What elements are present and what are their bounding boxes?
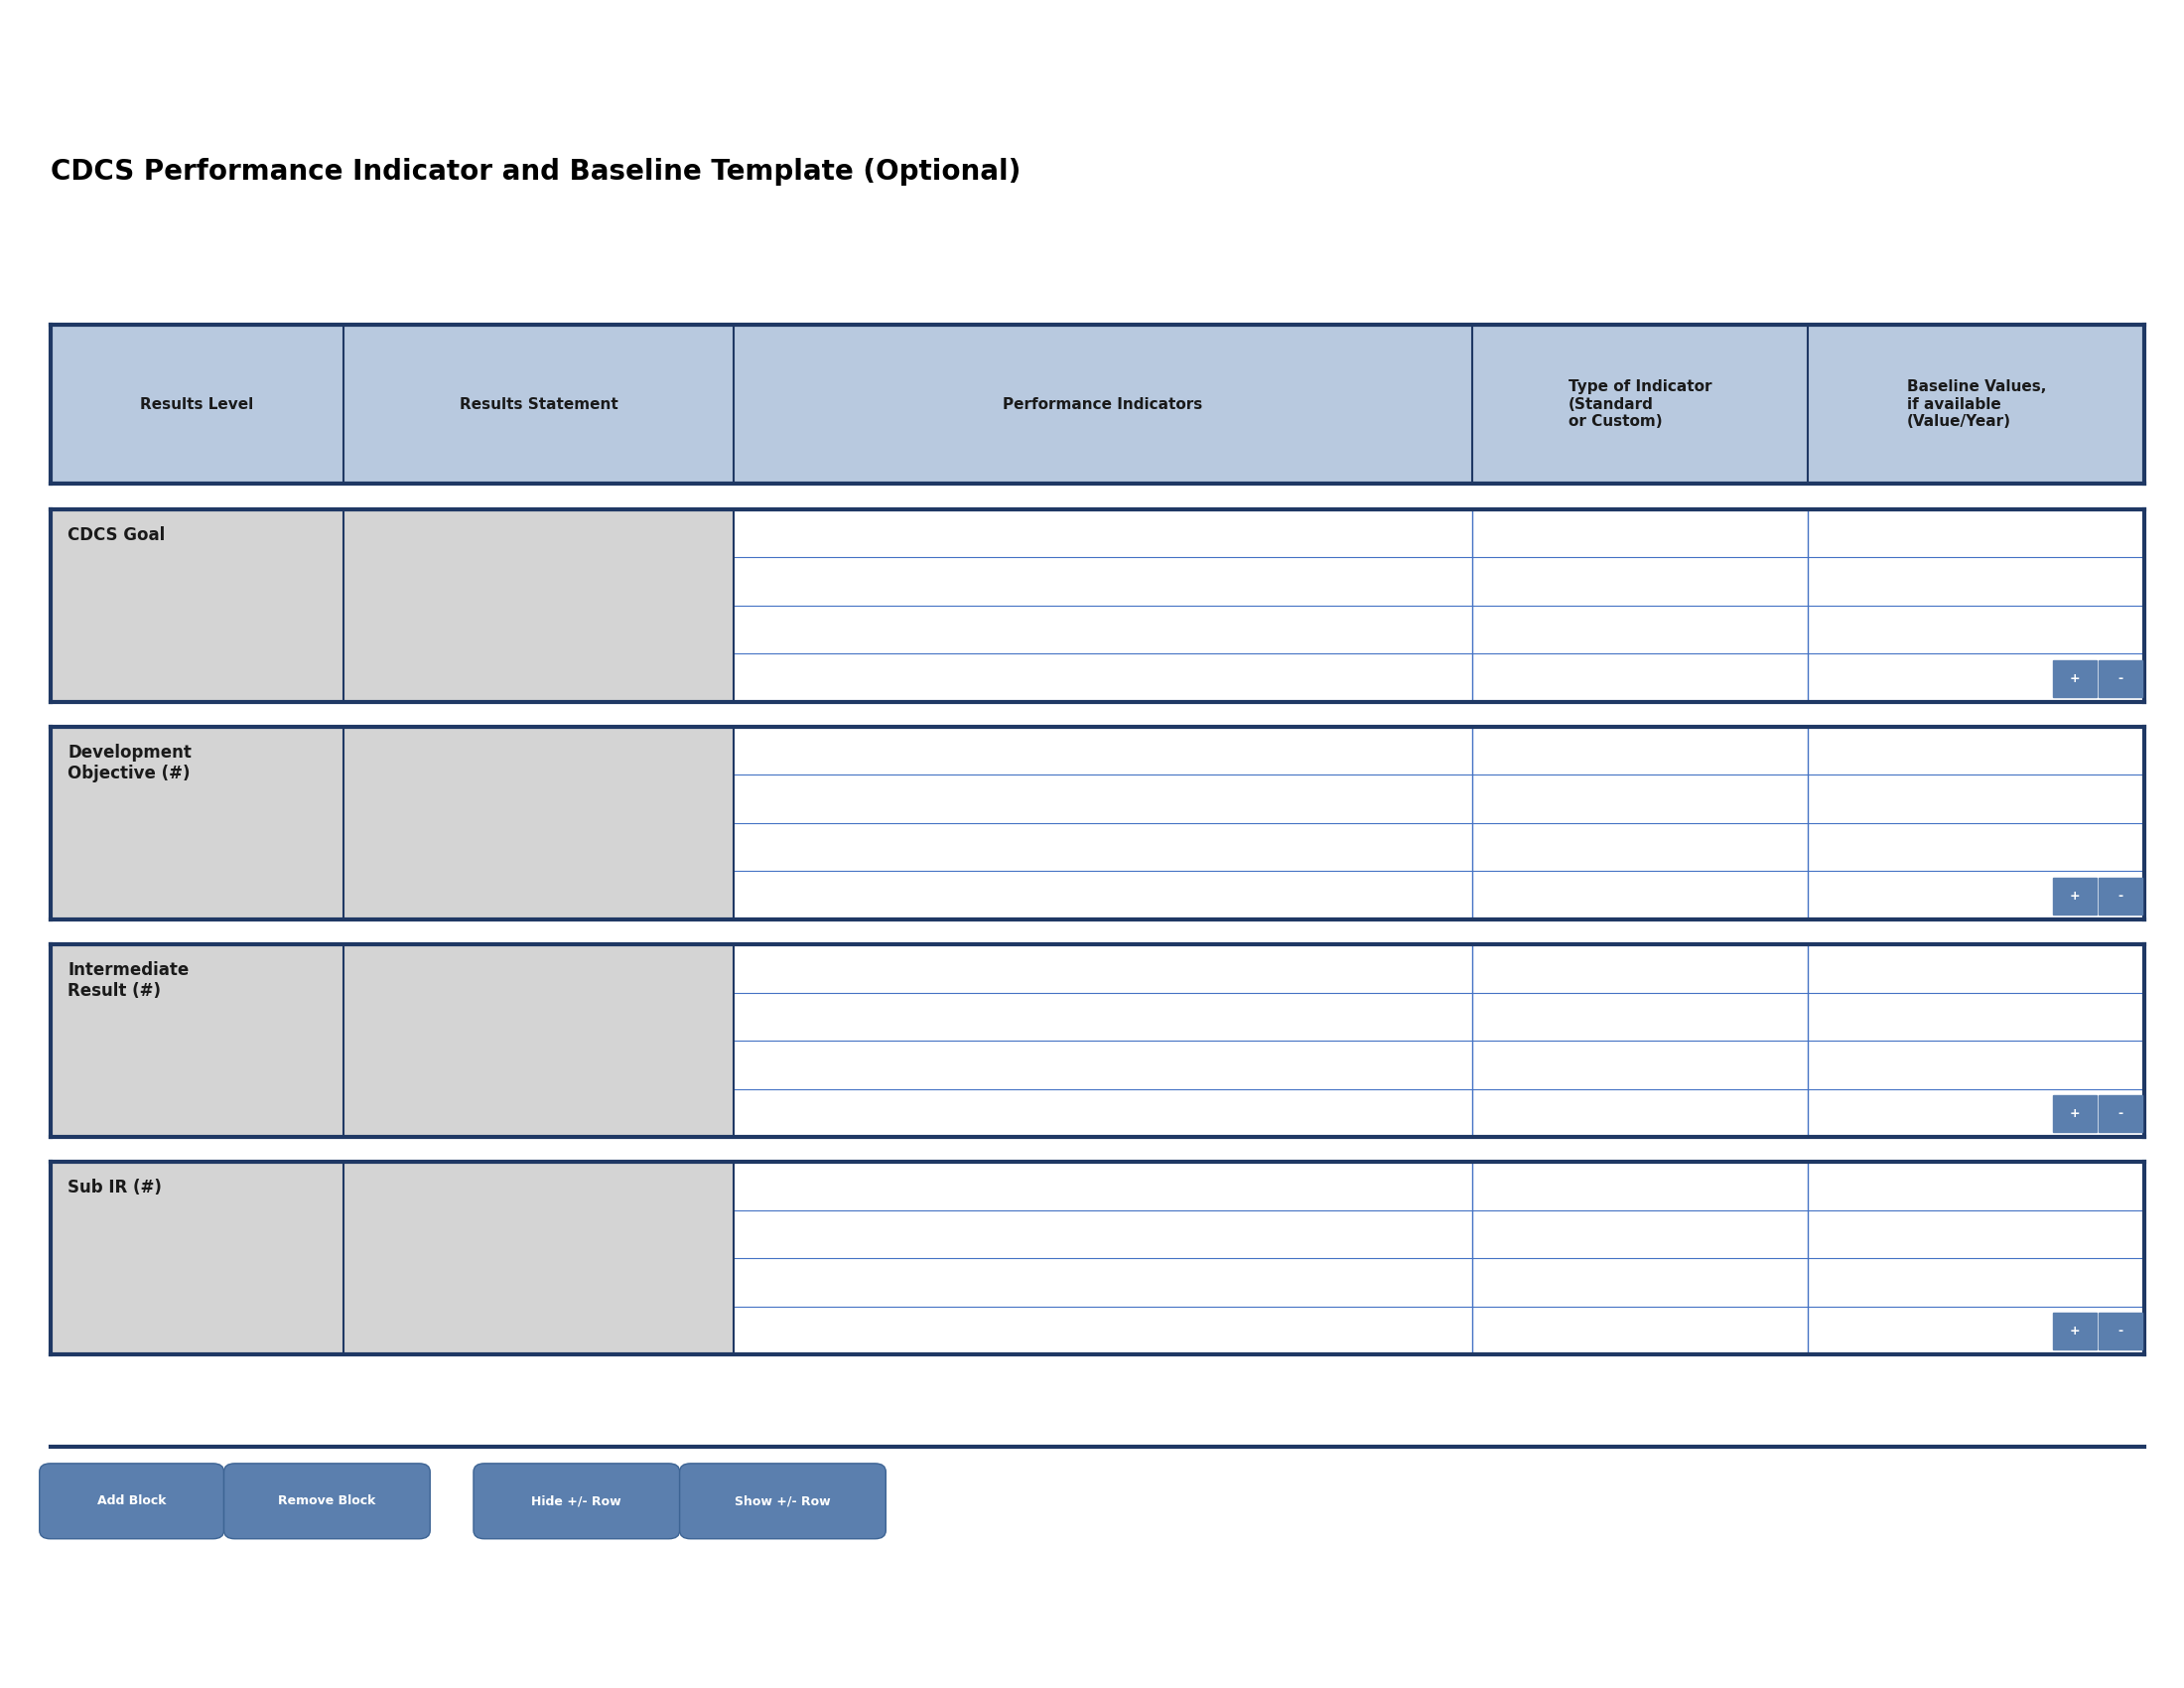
Text: Sub IR (#): Sub IR (#) bbox=[68, 1178, 162, 1197]
Text: Performance Indicators: Performance Indicators bbox=[1002, 397, 1203, 412]
FancyBboxPatch shape bbox=[2099, 1096, 2143, 1133]
Text: +: + bbox=[2070, 890, 2081, 903]
FancyBboxPatch shape bbox=[343, 510, 734, 702]
FancyBboxPatch shape bbox=[343, 1161, 734, 1355]
Text: Show +/- Row: Show +/- Row bbox=[734, 1494, 830, 1507]
Text: -: - bbox=[2118, 1107, 2123, 1121]
Text: CDCS Goal: CDCS Goal bbox=[68, 527, 166, 544]
FancyBboxPatch shape bbox=[2053, 1313, 2097, 1350]
FancyBboxPatch shape bbox=[2099, 660, 2143, 697]
FancyBboxPatch shape bbox=[2053, 1096, 2097, 1133]
Text: CDCS Performance Indicator and Baseline Template (Optional): CDCS Performance Indicator and Baseline … bbox=[50, 157, 1020, 186]
FancyBboxPatch shape bbox=[50, 510, 343, 702]
FancyBboxPatch shape bbox=[343, 728, 734, 920]
FancyBboxPatch shape bbox=[50, 945, 343, 1138]
Text: -: - bbox=[2118, 1325, 2123, 1339]
Text: Type of Indicator
(Standard
or Custom): Type of Indicator (Standard or Custom) bbox=[1568, 380, 1712, 429]
FancyBboxPatch shape bbox=[2053, 878, 2097, 915]
Text: Baseline Values,
if available
(Value/Year): Baseline Values, if available (Value/Yea… bbox=[1907, 380, 2046, 429]
FancyBboxPatch shape bbox=[50, 728, 343, 920]
FancyBboxPatch shape bbox=[50, 326, 2145, 484]
Text: +: + bbox=[2070, 672, 2081, 685]
Text: Results Level: Results Level bbox=[140, 397, 253, 412]
FancyBboxPatch shape bbox=[343, 945, 734, 1138]
FancyBboxPatch shape bbox=[2099, 1313, 2143, 1350]
Text: Development
Objective (#): Development Objective (#) bbox=[68, 743, 192, 782]
Text: Intermediate
Result (#): Intermediate Result (#) bbox=[68, 960, 190, 999]
FancyBboxPatch shape bbox=[474, 1463, 679, 1539]
FancyBboxPatch shape bbox=[225, 1463, 430, 1539]
Text: -: - bbox=[2118, 672, 2123, 685]
FancyBboxPatch shape bbox=[2053, 660, 2097, 697]
FancyBboxPatch shape bbox=[50, 1161, 343, 1355]
FancyBboxPatch shape bbox=[39, 1463, 225, 1539]
Text: Results Statement: Results Statement bbox=[459, 397, 618, 412]
Text: Remove Block: Remove Block bbox=[277, 1494, 376, 1507]
Text: +: + bbox=[2070, 1325, 2081, 1339]
FancyBboxPatch shape bbox=[679, 1463, 887, 1539]
Text: +: + bbox=[2070, 1107, 2081, 1121]
Text: -: - bbox=[2118, 890, 2123, 903]
FancyBboxPatch shape bbox=[2099, 878, 2143, 915]
Text: Add Block: Add Block bbox=[96, 1494, 166, 1507]
Text: Hide +/- Row: Hide +/- Row bbox=[531, 1494, 622, 1507]
